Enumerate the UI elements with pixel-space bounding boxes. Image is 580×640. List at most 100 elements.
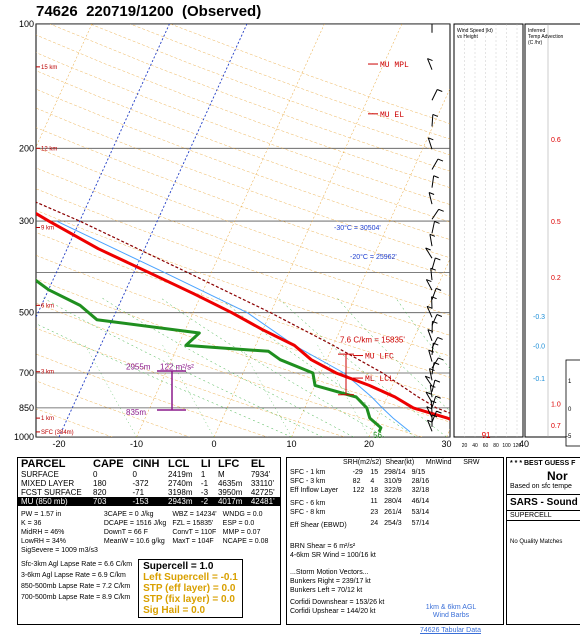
table-cell: MIXED LAYER bbox=[21, 479, 75, 488]
wind-barb-flag bbox=[428, 349, 434, 353]
lapse-rate: 3-6km Agl Lapse Rate = 6.9 C/km bbox=[21, 572, 126, 579]
left-supercell-param: Left Supercell = -0.1 bbox=[143, 572, 238, 583]
table-cell: 261/4 bbox=[384, 509, 402, 516]
wetbulb-line bbox=[56, 220, 411, 433]
composite-params: Supercell = 1.0 Left Supercell = -0.1 ST… bbox=[138, 559, 243, 618]
param: ConvT = 110F bbox=[172, 529, 217, 536]
col-parcel: PARCEL bbox=[21, 458, 66, 470]
col-el: EL bbox=[250, 458, 265, 470]
wind-tick-label: 120 bbox=[513, 443, 522, 449]
wind-barb-flag bbox=[431, 414, 438, 418]
wind-barb-flag bbox=[433, 342, 439, 346]
wind-barb bbox=[427, 329, 433, 342]
lapse-rate: 700-500mb Lapse Rate = 8.9 C/km bbox=[21, 594, 131, 601]
moist-adiabat bbox=[101, 297, 354, 437]
table-row: SFC - 3 km 82 4 310/9 28/16 bbox=[287, 477, 432, 486]
lapse-rate: 850-500mb Lapse Rate = 7.2 C/km bbox=[21, 583, 131, 590]
pressure-tick-label: 850 bbox=[19, 403, 34, 413]
col-mnwind: MnWind bbox=[425, 459, 452, 466]
table-cell: 254/3 bbox=[384, 520, 402, 527]
table-cell: 1 bbox=[200, 470, 206, 479]
wind-barb-flag bbox=[432, 320, 438, 324]
wind-barb-flag bbox=[429, 368, 435, 372]
sounding-datetime: 220719/1200 bbox=[86, 3, 174, 20]
wind-barb-flag bbox=[432, 21, 437, 23]
inset-tick: 0 bbox=[568, 407, 572, 413]
best-guess-value: Nor bbox=[547, 469, 568, 483]
table-cell: 2419m bbox=[168, 470, 193, 479]
table-row: MIXED LAYER 180 -372 2740m -1 4635m 33110' bbox=[18, 479, 280, 488]
wind-barb-flag bbox=[432, 113, 439, 117]
moist-adiabat bbox=[219, 297, 416, 437]
col-srw: SRW bbox=[463, 459, 480, 466]
tabular-data-link[interactable]: 74626 Tabular Data bbox=[420, 627, 481, 634]
wind-barb-flag bbox=[437, 158, 444, 162]
temperature-tick-label: 0 bbox=[211, 439, 216, 449]
dcape-top-label: 2955m bbox=[126, 363, 151, 372]
tadv-value: 1.0 bbox=[551, 402, 561, 409]
wind-tick-label: 40 bbox=[472, 443, 478, 449]
dry-adiabat bbox=[36, 353, 268, 437]
wind-barb-flag bbox=[426, 305, 433, 309]
tadv-value: 0.2 bbox=[551, 275, 561, 282]
table-cell: 15 bbox=[370, 469, 379, 476]
chart-frames bbox=[35, 23, 580, 447]
height-label: 15 km bbox=[41, 65, 57, 71]
wind-panel-title-2: vs Height bbox=[457, 34, 478, 40]
plot-frame bbox=[35, 23, 451, 438]
table-cell: -3 bbox=[200, 488, 209, 497]
shear-headers: SRH(m2/s2) Shear(kt) MnWind SRW bbox=[343, 459, 479, 466]
wind-barb bbox=[427, 58, 433, 70]
table-cell: 280/4 bbox=[384, 498, 402, 505]
hodo-label: 1km & 6km AGL Wind Barbs bbox=[425, 604, 477, 619]
dry-adiabat bbox=[36, 232, 450, 378]
wind-barb bbox=[429, 385, 433, 398]
parcel-trace bbox=[36, 201, 450, 414]
minus30-height-label: -30°C = 30504' bbox=[334, 224, 381, 232]
wind-tick-label: 80 bbox=[493, 443, 499, 449]
wind-barb-flag bbox=[427, 419, 433, 423]
table-cell: 7934' bbox=[250, 470, 271, 479]
wind-barb-flag bbox=[437, 336, 443, 340]
temperature-tick-label: 30 bbox=[441, 439, 451, 449]
col-cinh: CINH bbox=[132, 458, 160, 470]
table-cell: 180 bbox=[93, 479, 107, 488]
tadv-title-1: Inferred bbox=[528, 28, 545, 34]
height-label: 9 km bbox=[41, 226, 54, 232]
height-label: 3 km bbox=[41, 370, 54, 376]
col-lcl: LCL bbox=[168, 458, 190, 470]
height-label: 1 km bbox=[41, 416, 54, 422]
wind-barb-flag bbox=[430, 384, 436, 388]
tadv-title-2: Temp Advection bbox=[528, 34, 564, 40]
isotherm-line bbox=[0, 24, 14, 437]
param: MeanW = 10.6 g/kg bbox=[103, 538, 165, 545]
table-cell: 9/15 bbox=[411, 469, 426, 476]
wind-barb-flag bbox=[431, 296, 437, 300]
table-cell: 122 bbox=[352, 487, 365, 494]
wind-barb-flag bbox=[436, 410, 442, 414]
wind-barb bbox=[431, 209, 440, 220]
dry-adiabat bbox=[36, 327, 346, 437]
storm-motion: ...Storm Motion Vectors... Bunkers Right… bbox=[290, 568, 384, 616]
params-col-4: WNDG = 0.0 ESP = 0.0 MMP = 0.07 NCAPE = … bbox=[223, 510, 269, 555]
param: K = 36 bbox=[21, 520, 42, 527]
param: ESP = 0.0 bbox=[222, 520, 255, 527]
wind-barb bbox=[427, 420, 433, 432]
dewpoint-line bbox=[36, 278, 383, 433]
wind-barb bbox=[431, 362, 435, 375]
table-cell: -153 bbox=[129, 497, 166, 506]
col-shear: Shear(kt) bbox=[385, 459, 415, 466]
table-cell: 820 bbox=[93, 488, 107, 497]
wind-barb-flag bbox=[433, 175, 439, 179]
no-quality-matches: No Quality Matches bbox=[510, 539, 563, 545]
wind-barb bbox=[425, 247, 433, 259]
table-cell: -2 bbox=[197, 497, 215, 506]
dry-adiabat bbox=[36, 302, 423, 437]
param: MaxT = 104F bbox=[172, 538, 214, 545]
table-cell: SFC - 3 km bbox=[290, 478, 326, 485]
wind-barb bbox=[431, 114, 434, 127]
mixing-ratio-line bbox=[84, 345, 137, 437]
temperature-tick-label: -10 bbox=[130, 439, 143, 449]
table-row: SFC - 1 km -29 15 298/14 9/15 bbox=[287, 468, 432, 477]
